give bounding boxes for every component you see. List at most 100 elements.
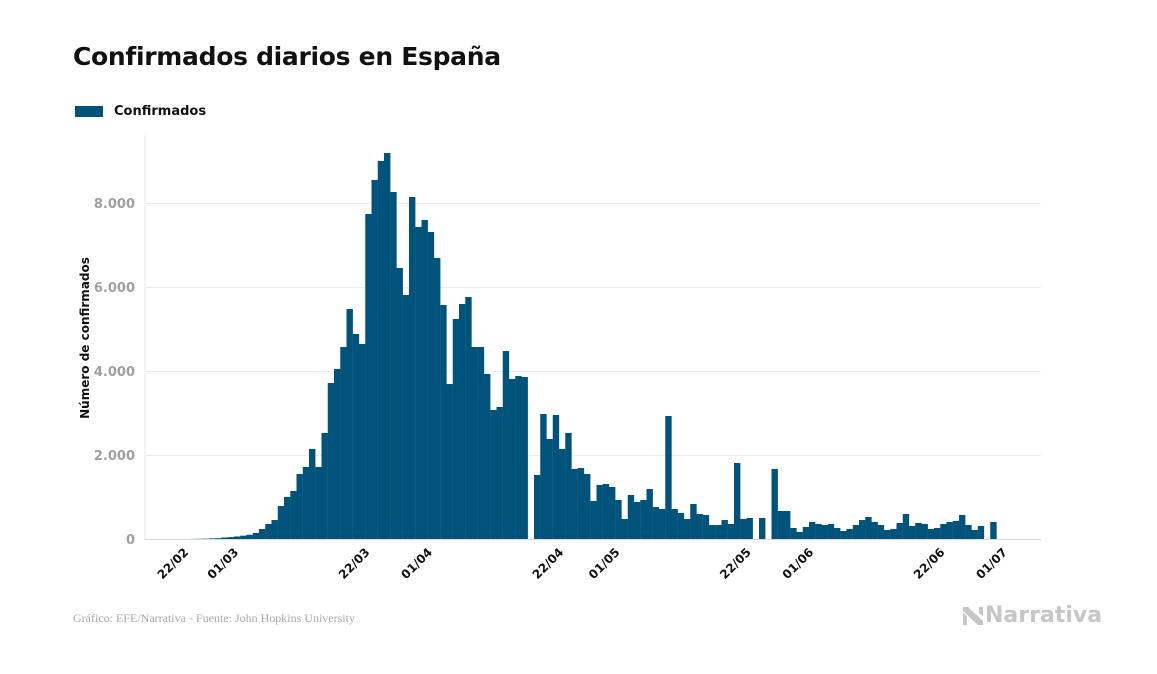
bar: [484, 373, 491, 539]
x-axis-ticks: 22/02 01/03 22/03 01/04 22/04 01/05 22/05 01/06…: [155, 545, 1010, 582]
y-axis-label: Número de confirmados: [78, 257, 92, 419]
bar: [790, 528, 797, 539]
bar: [990, 521, 997, 539]
x-tick-label: 01/05: [586, 545, 623, 582]
bar: [271, 520, 278, 539]
bar: [840, 531, 847, 539]
bar: [415, 226, 422, 540]
bar: [340, 347, 347, 539]
bar: [890, 529, 897, 539]
bar: [215, 538, 222, 539]
gridlines: [145, 203, 1041, 456]
bar: [584, 473, 591, 539]
bar: [702, 515, 710, 539]
y-tick-label: 8.000: [94, 197, 135, 212]
bar: [302, 467, 310, 539]
x-tick-label: 01/04: [398, 545, 435, 582]
bar: [209, 538, 216, 539]
bar: [565, 432, 572, 539]
bar: [734, 462, 741, 539]
bar: [940, 524, 947, 539]
bar: [759, 518, 766, 539]
bar: [390, 192, 397, 539]
narrativa-logo: Narrativa: [963, 603, 1102, 628]
bar: [859, 520, 866, 539]
bar: [715, 525, 722, 539]
y-tick-label: 0: [126, 533, 135, 548]
bar: [746, 518, 753, 539]
bar: [434, 258, 441, 539]
bar: [896, 523, 903, 539]
bar: [877, 525, 885, 539]
bar: [427, 231, 435, 540]
bar: [915, 523, 922, 539]
y-axis-ticks: 0 2.000 4.000 6.000 8.000: [94, 197, 135, 548]
bar: [802, 526, 810, 539]
bar: [259, 529, 266, 539]
x-tick-label: 22/05: [717, 545, 754, 582]
bar: [502, 351, 510, 539]
bar: [315, 467, 322, 539]
bar: [652, 507, 660, 539]
bar: [346, 309, 353, 539]
bar: [671, 509, 678, 539]
x-tick-label: 01/07: [973, 545, 1010, 582]
bar: [846, 529, 853, 539]
bar: [402, 294, 410, 539]
bar: [477, 347, 485, 539]
bar: [627, 494, 635, 539]
bar: [977, 525, 985, 539]
x-tick-label: 22/03: [336, 545, 373, 582]
bar: [265, 524, 272, 539]
bar: [659, 509, 666, 539]
bar: [409, 196, 416, 540]
bar: [540, 414, 547, 539]
x-tick-label: 22/04: [530, 545, 567, 582]
bar: [446, 384, 453, 539]
bar: [965, 525, 972, 539]
bar: [665, 415, 672, 539]
bar: [934, 528, 941, 539]
bar: [534, 474, 541, 539]
bar: [696, 514, 703, 539]
bar: [521, 377, 528, 539]
bar: [546, 439, 553, 539]
bar: [871, 521, 878, 539]
bar: [884, 530, 891, 539]
bar: [852, 525, 860, 539]
source-footer: Gráfico: EFE/Narrativa - Fuente: John Ho…: [73, 611, 355, 625]
bar: [609, 487, 616, 539]
bar: [334, 368, 341, 539]
bar: [252, 532, 260, 539]
x-tick-label: 01/06: [780, 545, 817, 582]
bar: [421, 220, 428, 539]
y-tick-label: 4.000: [94, 365, 135, 380]
bar: [815, 524, 822, 539]
bar: [740, 519, 747, 539]
bar: [971, 530, 978, 539]
bar: [596, 484, 603, 539]
bar: [577, 468, 585, 539]
bar: [634, 502, 641, 539]
bar: [296, 473, 303, 539]
bar: [721, 520, 728, 539]
bar: [865, 516, 872, 539]
bar: [359, 343, 366, 539]
bar: [927, 529, 935, 539]
x-tick-label: 22/02: [155, 545, 192, 582]
y-tick-label: 6.000: [94, 281, 135, 296]
bar: [440, 305, 447, 539]
bar: [709, 525, 716, 539]
bar: [552, 415, 560, 539]
bar: [821, 525, 828, 539]
bar: [452, 319, 460, 539]
bar: [640, 499, 647, 539]
chart-title: Confirmados diarios en España: [73, 42, 501, 71]
bar: [515, 376, 522, 539]
bar: [677, 513, 685, 539]
bar: [809, 521, 816, 539]
legend-label: Confirmados: [114, 104, 207, 119]
bar: [290, 490, 297, 539]
bar: [240, 535, 247, 539]
